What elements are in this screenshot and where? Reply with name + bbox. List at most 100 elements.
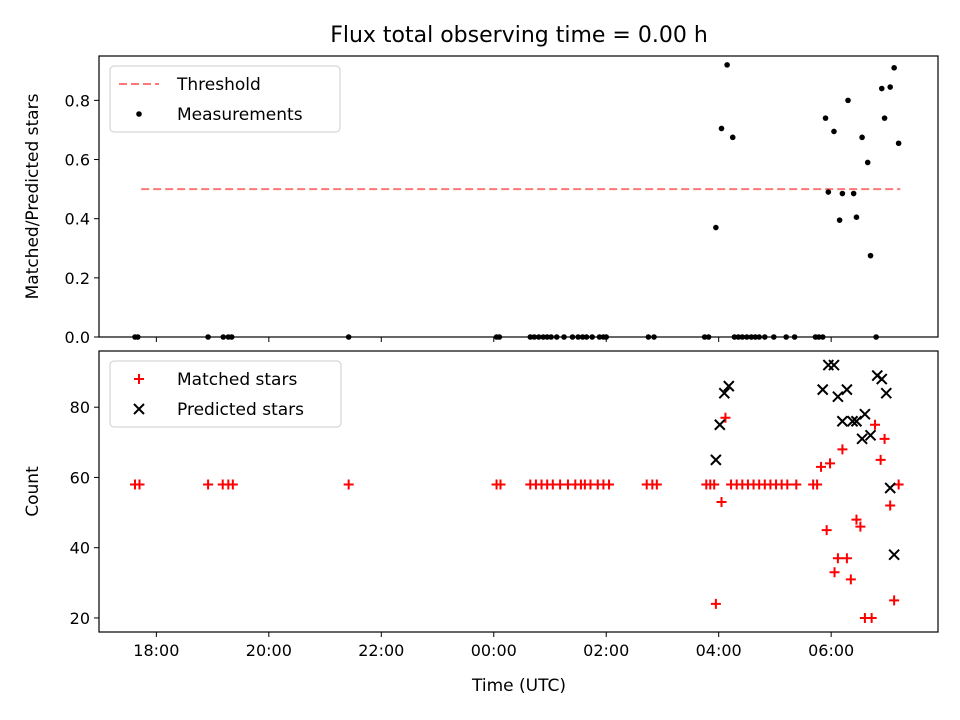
matched-stars-point — [604, 479, 615, 490]
matched-stars-point — [866, 612, 877, 623]
measurement-point — [881, 115, 888, 121]
legend-matched-swatch — [134, 374, 144, 384]
plot-frame — [98, 350, 939, 633]
matched-stars-point — [855, 521, 866, 532]
x-tick-label: 02:00 — [583, 641, 629, 660]
predicted-stars-point — [723, 380, 735, 392]
matched-stars-point — [845, 574, 856, 585]
legend-frame — [109, 360, 342, 428]
x-tick-label: 22:00 — [358, 641, 404, 660]
y-tick-label: 60 — [70, 468, 90, 487]
matched-stars-point — [816, 461, 827, 472]
measurement-point — [729, 134, 736, 141]
matched-stars-point — [343, 479, 354, 490]
matched-stars-point — [885, 500, 896, 511]
x-tick-label: 06:00 — [808, 641, 854, 660]
matched-stars-point — [851, 514, 862, 525]
legend-label: Matched stars — [177, 370, 297, 390]
y-tick-label: 0.8 — [65, 91, 90, 110]
x-tick-label: 04:00 — [696, 641, 742, 660]
legend: Threshold Measurements — [109, 65, 341, 133]
predicted-stars-point — [888, 549, 900, 561]
predicted-stars-point — [864, 429, 877, 442]
measurement-point — [853, 214, 860, 221]
predicted-stars-point — [710, 454, 722, 466]
measurement-point — [887, 84, 894, 90]
predicted-stars-point — [884, 482, 896, 494]
legend-label: Threshold — [176, 75, 261, 95]
measurement-point — [895, 140, 902, 147]
chart-title: Flux total observing time = 0.00 h — [330, 23, 708, 48]
measurement-point — [831, 128, 837, 135]
predicted-stars-point — [817, 383, 829, 396]
measurement-point — [859, 134, 865, 141]
legend: Matched stars Predicted stars — [109, 360, 342, 428]
legend-measurements-swatch — [136, 111, 142, 117]
measurement-point — [850, 190, 857, 197]
predicted-stars-point — [832, 390, 844, 403]
matched-stars-point — [829, 567, 840, 578]
matched-stars-point — [841, 553, 852, 564]
x-tick-label: 20:00 — [246, 641, 292, 660]
legend-predicted-swatch — [133, 403, 145, 415]
legend-label: Predicted stars — [177, 400, 304, 420]
x-tick-label: 18:00 — [133, 641, 179, 660]
measurement-point — [867, 252, 874, 259]
predicted-stars-point — [856, 433, 868, 445]
bottom-panel: 18:00 20:00 22:00 00:00 02:00 04:00 06:00 20 40 6… — [23, 350, 939, 660]
matched-stars-point — [875, 454, 886, 465]
predicted-stars-point — [880, 387, 892, 399]
measurement-point — [822, 115, 829, 121]
matched-stars-point — [821, 525, 832, 536]
measurement-point — [891, 65, 897, 71]
predicted-stars-point — [718, 387, 731, 399]
y-tick-label: 80 — [70, 398, 90, 417]
predicted-stars-point — [841, 383, 853, 396]
matched-stars-point — [709, 479, 720, 490]
matched-stars-point — [720, 412, 731, 423]
y-axis-label: Matched/Predicted stars — [23, 93, 43, 299]
measurement-point — [864, 159, 871, 166]
matched-stars-point — [837, 444, 848, 455]
matched-stars-point — [791, 479, 802, 490]
matched-stars-point — [812, 479, 823, 490]
predicted-stars-point — [714, 419, 726, 431]
y-tick-label: 40 — [70, 539, 90, 558]
measurement-point — [839, 190, 846, 197]
matched-stars-point — [832, 553, 843, 564]
y-tick-label: 0.2 — [65, 269, 90, 288]
top-panel: 0.0 0.2 0.4 0.6 0.8 Matched/Predicted stars Th… — [23, 55, 939, 347]
measurement-point — [845, 97, 851, 104]
y-axis-label: Count — [23, 466, 43, 517]
matched-stars-point — [495, 479, 506, 490]
matched-stars-point — [893, 479, 904, 490]
measurement-point — [724, 62, 730, 68]
y-tick-label: 0.4 — [65, 210, 90, 229]
matched-stars-point — [879, 433, 890, 444]
x-tick-label: 00:00 — [471, 641, 517, 660]
legend-label: Measurements — [177, 105, 303, 125]
x-axis-label: Time (UTC) — [471, 676, 566, 696]
matched-stars-point — [782, 479, 793, 490]
matched-stars-point — [203, 479, 214, 490]
matched-stars-point — [651, 479, 662, 490]
predicted-stars-point — [836, 415, 849, 427]
predicted-stars-point — [876, 373, 888, 385]
matched-stars-point — [134, 479, 145, 490]
predicted-stars-point — [828, 359, 840, 371]
measurement-point — [718, 125, 725, 132]
plot-frame — [98, 55, 939, 338]
measurement-point — [836, 217, 843, 223]
predicted-stars-point — [846, 415, 859, 427]
legend-frame — [109, 65, 341, 133]
matched-stars-point — [716, 497, 727, 508]
matched-stars-point — [227, 479, 238, 490]
matched-stars-point — [870, 419, 881, 430]
matched-stars-point — [710, 598, 721, 609]
y-tick-label: 0.0 — [65, 328, 90, 347]
measurement-point — [878, 85, 885, 92]
y-tick-label: 20 — [70, 609, 90, 628]
predicted-stars-point — [859, 408, 871, 420]
measurement-point — [825, 189, 832, 195]
